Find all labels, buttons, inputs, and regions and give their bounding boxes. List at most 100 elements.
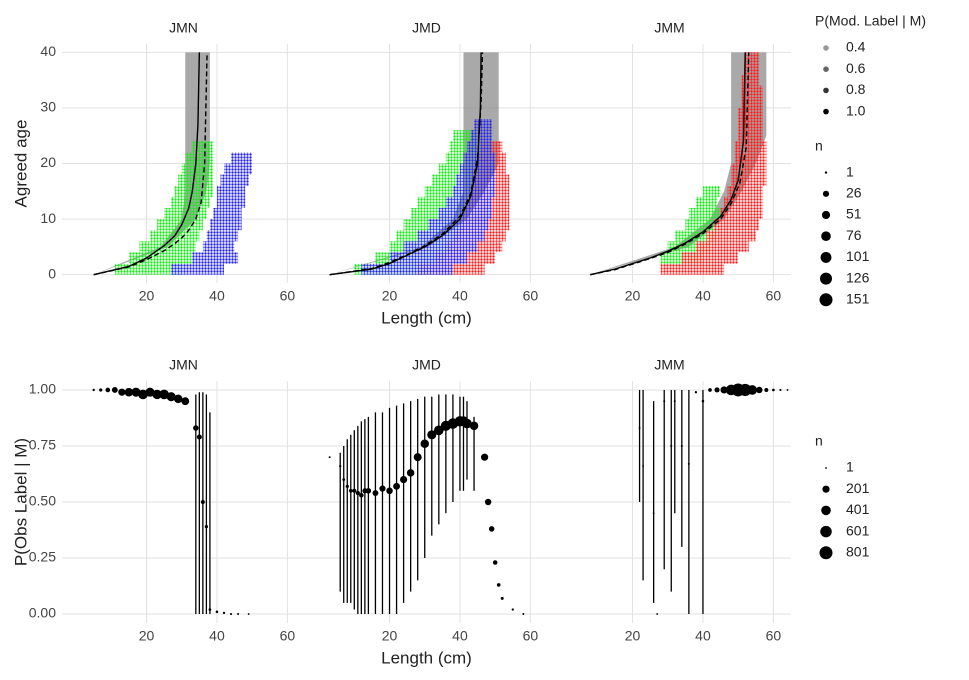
legend-label: 101	[846, 248, 870, 264]
legend-title: n	[815, 137, 823, 153]
point	[166, 392, 176, 402]
point	[393, 482, 401, 490]
legend-key	[823, 108, 829, 115]
point	[247, 613, 250, 615]
point-cloud	[213, 207, 242, 220]
point-cloud	[171, 263, 224, 275]
point-cloud	[724, 196, 763, 208]
legend-key	[823, 45, 829, 51]
point	[642, 465, 644, 468]
point-cloud	[231, 152, 253, 164]
legend-label: 0.8	[846, 81, 866, 97]
panel-title: JMN	[169, 357, 198, 373]
point	[159, 389, 169, 400]
x-tick-label: 40	[209, 288, 225, 304]
point	[739, 383, 752, 397]
point	[772, 388, 775, 392]
point	[386, 487, 393, 495]
legend-key	[820, 525, 832, 538]
point-cloud	[445, 196, 492, 208]
point-cloud	[734, 152, 767, 164]
point	[365, 488, 372, 494]
y-tick-label: 20	[40, 154, 56, 170]
legend-label: 1	[846, 163, 854, 179]
x-tick-label: 20	[625, 288, 641, 304]
y-axis-title: Agreed age	[11, 120, 30, 208]
point-cloud	[695, 241, 749, 253]
point	[420, 439, 429, 448]
legend-label: 51	[846, 206, 862, 222]
point	[687, 462, 690, 465]
point	[138, 389, 148, 400]
point	[229, 612, 233, 616]
y-tick-label: 0.50	[29, 493, 56, 509]
x-tick-label: 60	[766, 288, 782, 304]
point-cloud	[452, 185, 496, 197]
point-cloud	[660, 263, 725, 275]
point-cloud	[403, 241, 478, 253]
legend-key	[820, 251, 832, 263]
x-tick-label: 60	[523, 628, 539, 644]
point	[673, 400, 676, 403]
point-cloud	[474, 119, 492, 131]
point-cloud	[202, 241, 235, 253]
x-axis-title: Length (cm)	[381, 308, 472, 327]
legend-label: 201	[846, 480, 870, 496]
legend-label: 26	[846, 185, 862, 201]
point-cloud	[428, 219, 489, 231]
point-cloud	[438, 163, 478, 175]
point	[469, 421, 479, 431]
legend-label: 0.4	[846, 39, 866, 55]
panel-title: JMM	[654, 357, 684, 373]
growth-curve	[329, 52, 484, 276]
point-cloud	[389, 252, 467, 264]
point-cloud	[185, 152, 214, 164]
point-cloud	[667, 241, 710, 253]
y-tick-label: 0.75	[29, 437, 56, 453]
growth-curve	[590, 52, 750, 276]
point-cloud	[361, 263, 453, 275]
point	[680, 444, 683, 448]
point	[638, 427, 641, 430]
point	[152, 389, 162, 400]
point-cloud	[209, 219, 242, 231]
point	[348, 488, 353, 493]
x-tick-label: 20	[625, 628, 641, 644]
legend-key	[821, 231, 831, 242]
point-cloud	[174, 185, 214, 197]
point	[462, 418, 472, 429]
point	[124, 387, 134, 397]
legend-label: 601	[846, 522, 870, 538]
y-tick-label: 0.00	[29, 605, 56, 621]
point-cloud	[192, 252, 239, 264]
legend-title: P(Mod. Label | M)	[815, 13, 926, 29]
point	[786, 389, 789, 391]
point-cloud	[741, 74, 760, 86]
panel-title: JMM	[654, 20, 684, 36]
point	[708, 388, 712, 392]
point	[222, 611, 226, 615]
point	[196, 434, 202, 440]
point-cloud	[681, 252, 739, 264]
point-cloud	[128, 252, 193, 264]
point	[701, 399, 705, 403]
point	[714, 387, 720, 393]
point	[656, 613, 659, 615]
point-cloud	[424, 185, 475, 197]
point-cloud	[463, 152, 496, 164]
point-cloud	[224, 163, 253, 175]
point	[492, 560, 498, 565]
panel-title: JMD	[412, 20, 441, 36]
point-cloud	[445, 152, 478, 164]
point-cloud	[431, 174, 475, 186]
point-cloud	[164, 207, 207, 220]
point-cloud	[456, 174, 496, 186]
x-tick-label: 40	[209, 628, 225, 644]
point	[145, 387, 155, 397]
point	[694, 391, 698, 394]
point	[720, 386, 728, 394]
x-tick-label: 40	[695, 288, 711, 304]
point-cloud	[192, 141, 214, 153]
point	[747, 385, 758, 395]
point-cloud	[139, 241, 196, 253]
